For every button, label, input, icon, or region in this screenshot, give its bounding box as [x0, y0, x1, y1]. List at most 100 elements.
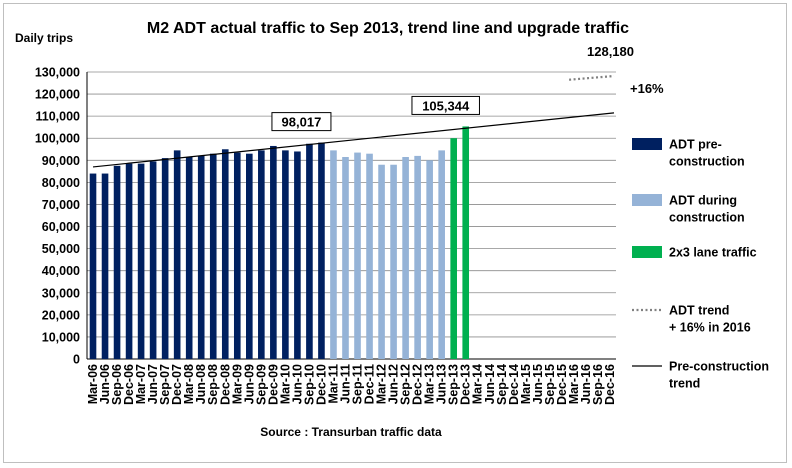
legend-label: ADT pre- — [669, 138, 722, 152]
percent-annotation: +16% — [630, 81, 664, 96]
chart-footer: Source : Transurban traffic data — [260, 425, 442, 439]
bar — [258, 150, 265, 359]
bar — [209, 153, 217, 359]
x-tick-label: Mar-13 — [423, 364, 437, 404]
chart-svg: M2 ADT actual traffic to Sep 2013, trend… — [15, 20, 769, 439]
x-tick-label: Sep-08 — [206, 364, 220, 405]
x-tick-label: Dec-14 — [507, 364, 521, 405]
x-tick-label: Jun-11 — [338, 364, 352, 404]
legend-swatch — [632, 246, 662, 258]
x-tick-label: Sep-14 — [495, 364, 509, 405]
bar — [306, 143, 313, 359]
bar — [185, 156, 193, 359]
legend-label: ADT trend — [669, 304, 729, 318]
x-tick-label: Sep-13 — [447, 364, 461, 405]
y-tick-label: 0 — [73, 353, 80, 367]
bar — [366, 153, 373, 359]
x-tick-label: Dec-10 — [314, 364, 328, 405]
x-tick-label: Jun-08 — [194, 364, 208, 404]
x-tick-label: Mar-08 — [182, 364, 196, 404]
bar — [221, 149, 229, 359]
legend-label: trend — [669, 377, 700, 391]
x-tick-label: Dec-16 — [603, 364, 617, 405]
y-tick-label: 30,000 — [42, 286, 80, 300]
bar — [125, 163, 133, 359]
y-tick-label: 120,000 — [35, 88, 80, 102]
bar — [173, 150, 181, 359]
x-tick-label: Jun-12 — [387, 364, 401, 404]
data-label-box — [271, 112, 332, 132]
y-tick-label: 110,000 — [36, 110, 81, 124]
legend-swatch — [632, 138, 662, 150]
bar — [149, 161, 157, 359]
legend-label: ADT during — [669, 194, 737, 208]
bar — [137, 163, 145, 359]
data-label-box — [411, 95, 480, 115]
x-tick-label: Dec-07 — [170, 364, 184, 405]
bar — [414, 155, 421, 359]
data-label: 128,180 — [587, 44, 634, 59]
x-tick-label: Dec-12 — [411, 364, 425, 405]
x-tick-label: Jun-09 — [242, 364, 256, 404]
y-tick-label: 40,000 — [42, 264, 80, 278]
x-tick-label: Jun-14 — [483, 364, 497, 404]
legend-label: Pre-construction — [669, 360, 769, 374]
bar — [89, 173, 97, 359]
data-label: 105,344 — [422, 98, 470, 113]
x-tick-label: Sep-06 — [110, 364, 124, 405]
legend: ADT pre-construction ADT during constructi… — [632, 138, 769, 391]
bar — [402, 156, 409, 359]
x-tick-label: Jun-06 — [98, 364, 112, 404]
x-tick-label: Sep-10 — [302, 364, 316, 405]
bar — [318, 142, 325, 359]
bar — [197, 155, 205, 359]
bar — [378, 164, 385, 359]
x-tick-label: Jun-16 — [579, 364, 593, 404]
bar — [426, 160, 433, 359]
bar — [246, 153, 253, 359]
bar — [354, 152, 361, 359]
x-tick-label: Sep-07 — [158, 364, 172, 405]
bar — [101, 173, 109, 359]
chart-frame: M2 ADT actual traffic to Sep 2013, trend… — [3, 3, 787, 463]
chart-title: M2 ADT actual traffic to Sep 2013, trend… — [147, 20, 629, 37]
x-tick-label: Sep-12 — [399, 364, 413, 405]
x-tick-label: Jun-15 — [531, 364, 545, 404]
x-tick-label: Dec-11 — [363, 364, 377, 404]
legend-label: + 16% in 2016 — [669, 321, 751, 335]
y-tick-label: 10,000 — [42, 330, 80, 344]
bar — [233, 152, 241, 359]
legend-swatch — [632, 194, 662, 206]
y-tick-label: 20,000 — [42, 308, 80, 322]
x-tick-label: Jun-07 — [146, 364, 160, 404]
legend-label: construction — [669, 155, 745, 169]
annotations: 98,017 105,344 128,180 +16% — [271, 44, 664, 132]
x-tick-label: Dec-08 — [218, 364, 232, 405]
x-tick-label: Sep-09 — [254, 364, 268, 405]
x-axis-ticks: Mar-06Jun-06Sep-06Dec-06Mar-07Jun-07Sep-… — [86, 364, 617, 405]
bar — [270, 145, 277, 359]
legend-label: construction — [669, 211, 745, 225]
y-tick-label: 80,000 — [42, 176, 80, 190]
bar — [113, 165, 121, 359]
x-tick-label: Mar-09 — [230, 364, 244, 404]
y-tick-label: 130,000 — [35, 66, 80, 80]
x-tick-label: Dec-06 — [122, 364, 136, 405]
bar — [462, 126, 470, 359]
bar — [438, 150, 445, 359]
data-label: 98,017 — [282, 115, 322, 130]
bar — [282, 150, 289, 359]
x-tick-label: Sep-11 — [351, 364, 365, 404]
bar — [450, 138, 457, 359]
x-tick-label: Jun-13 — [435, 364, 449, 404]
x-tick-label: Dec-15 — [555, 364, 569, 405]
x-tick-label: Mar-12 — [375, 364, 389, 404]
bar — [342, 156, 349, 359]
bars — [89, 126, 470, 359]
x-tick-label: Mar-14 — [471, 364, 485, 404]
x-tick-label: Mar-06 — [86, 364, 100, 404]
y-axis-label: Daily trips — [15, 31, 73, 45]
bar — [330, 150, 337, 359]
x-tick-label: Dec-09 — [266, 364, 280, 405]
y-tick-label: 50,000 — [42, 242, 80, 256]
